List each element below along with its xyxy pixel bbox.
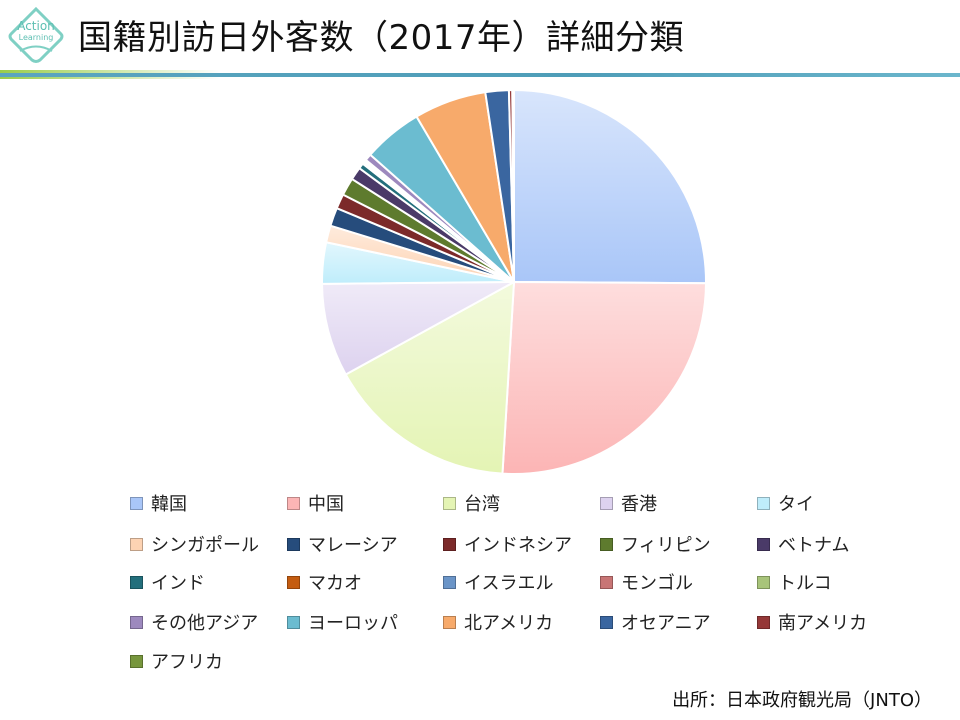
pie-slice-highlight-4 (322, 242, 514, 284)
legend-item: トルコ (757, 569, 832, 595)
legend-swatch (600, 575, 613, 589)
legend-label: フィリピン (621, 535, 711, 556)
legend-label: トルコ (778, 573, 832, 594)
legend-swatch (600, 615, 613, 629)
legend-item: インドネシア (443, 531, 572, 557)
legend-label: アフリカ (151, 652, 223, 673)
legend-item: ベトナム (757, 531, 849, 557)
legend-item: その他アジア (130, 609, 258, 635)
source-note: 出所：日本政府観光局（JNTO） (672, 690, 932, 711)
legend-label: その他アジア (151, 613, 259, 634)
pie-slice-highlight-3 (322, 282, 514, 375)
legend-item: 南アメリカ (757, 609, 867, 635)
legend-label: シンガポール (151, 535, 259, 556)
legend-swatch (757, 537, 770, 551)
action-learning-logo (8, 6, 64, 63)
legend-item: アフリカ (130, 648, 223, 674)
pie-slice-highlight-2 (345, 282, 514, 474)
legend-item: モンゴル (600, 569, 693, 595)
legend-item: オセアニア (600, 609, 711, 635)
legend-label: モンゴル (621, 573, 693, 594)
legend-item: イスラエル (443, 569, 553, 595)
legend-label: オセアニア (621, 613, 711, 634)
pie-slice-20 (511, 88, 515, 283)
legend-swatch (757, 496, 770, 510)
legend-swatch (443, 496, 456, 510)
legend-item: マレーシア (287, 531, 398, 557)
legend-label: マレーシア (308, 535, 398, 556)
pie-slice-highlight-0 (514, 90, 707, 284)
legend-swatch (130, 615, 143, 629)
legend-item: 北アメリカ (443, 609, 553, 635)
legend-item: ヨーロッパ (287, 609, 398, 635)
legend-swatch (130, 496, 143, 510)
pie-slice-highlight-1 (502, 282, 706, 474)
legend-label: 中国 (308, 494, 344, 515)
legend-label: 香港 (621, 494, 657, 515)
title-divider (0, 70, 960, 82)
legend-item: 香港 (600, 490, 657, 516)
legend-swatch (757, 615, 770, 629)
legend-swatch (287, 496, 300, 510)
legend-label: 台湾 (464, 494, 500, 515)
legend-swatch (443, 537, 456, 551)
legend-swatch (600, 496, 613, 510)
legend-swatch (130, 575, 143, 589)
legend-swatch (443, 575, 456, 589)
legend-label: ヨーロッパ (308, 613, 398, 634)
legend-swatch (287, 615, 300, 629)
legend-item: タイ (757, 490, 814, 516)
legend-item: マカオ (287, 569, 362, 595)
legend-item: インド (130, 569, 205, 595)
legend-label: 南アメリカ (778, 613, 868, 634)
legend-label: マカオ (308, 573, 362, 594)
legend-label: イスラエル (464, 573, 554, 594)
legend-label: 韓国 (151, 494, 187, 515)
legend-swatch (287, 575, 300, 589)
legend-label: タイ (778, 494, 814, 515)
logo-text: Action Learning (17, 19, 55, 42)
legend-item: シンガポール (130, 531, 259, 557)
legend-label: インドネシア (464, 535, 572, 556)
legend-item: 台湾 (443, 490, 500, 516)
legend-swatch (600, 537, 613, 551)
legend-swatch (757, 575, 770, 589)
legend-item: フィリピン (600, 531, 711, 557)
legend-item: 中国 (287, 490, 344, 516)
legend-label: ベトナム (778, 535, 850, 556)
legend-swatch (287, 537, 300, 551)
legend-swatch (130, 537, 143, 551)
legend-item: 韓国 (130, 490, 187, 516)
legend-swatch (443, 615, 456, 629)
legend-swatch (130, 654, 143, 668)
legend-label: 北アメリカ (464, 613, 554, 634)
legend-label: インド (151, 573, 205, 594)
page-title: 国籍別訪日外客数（2017年）詳細分類 (78, 18, 685, 58)
